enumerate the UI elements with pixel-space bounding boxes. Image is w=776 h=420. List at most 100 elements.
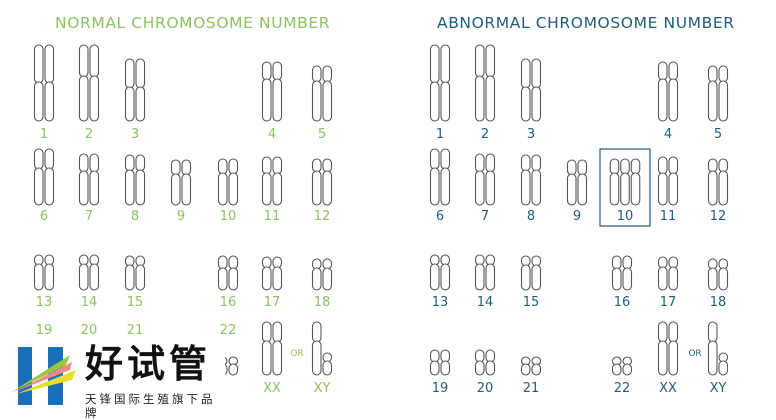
chromosome-label: 1: [40, 127, 48, 142]
chromosome-pair-2: 2: [474, 44, 496, 142]
chromosome-label: 18: [314, 295, 331, 310]
chromosome-12: [311, 158, 333, 206]
chromosome-6: [429, 148, 451, 206]
chromosome-16: [217, 255, 239, 291]
chromosome-13: [429, 254, 451, 291]
chromosome-label: XY: [710, 381, 727, 396]
chromosome-pair-7: 7: [78, 153, 100, 224]
chromosome-label: 14: [81, 295, 98, 310]
chromosome-label: 12: [314, 209, 331, 224]
chromosome-label: 22: [220, 323, 237, 338]
chromosome-pair-13: 13: [429, 254, 451, 310]
chromosome-pair-5: 5: [707, 65, 729, 142]
or-label: OR: [290, 349, 303, 359]
chromosome-pair-21: 21: [520, 356, 542, 396]
chromosome-pair-16: 16: [611, 255, 633, 310]
chromosome-label: 9: [177, 209, 185, 224]
chromosome-pair-15: 15: [124, 255, 146, 310]
chromosome-pair-11: 11: [261, 156, 283, 224]
chromosome-label: XX: [659, 381, 677, 396]
chromosome-label: 18: [710, 295, 727, 310]
chromosome-21: [520, 356, 542, 376]
chromosome-pair-12: 12: [707, 158, 729, 224]
chromosome-label: XY: [314, 381, 331, 396]
chromosome-9: [566, 159, 588, 206]
chromosome-pair-17: 17: [657, 256, 679, 310]
chromosome-pair-22: 22: [611, 356, 633, 396]
abnormal-panel-title: ABNORMAL CHROMOSOME NUMBER: [437, 14, 735, 32]
chromosome-3: [124, 58, 146, 122]
chromosome-label: 15: [523, 295, 540, 310]
chromosome-pair-4: 4: [261, 61, 283, 142]
chromosome-pair-10: 10: [217, 158, 239, 224]
chromosome-pair-XY: XY: [707, 321, 729, 396]
chromosome-11: [261, 156, 283, 206]
chromosome-8: [124, 154, 146, 206]
chromosome-label: 12: [710, 209, 727, 224]
trisomy-10: [609, 158, 641, 206]
chromosome-label: 11: [264, 209, 281, 224]
chromosome-4: [261, 61, 283, 122]
chromosome-pair-13: 13: [33, 254, 55, 310]
chromosome-label: 2: [85, 127, 93, 142]
chromosome-label: 14: [477, 295, 494, 310]
chromosome-label: 21: [127, 323, 144, 338]
brand-logo: 好试管 天锋国际生殖旗下品牌: [10, 340, 225, 420]
chromosome-9: [170, 159, 192, 206]
chromosome-6: [33, 148, 55, 206]
chromosome-x-pair: [657, 321, 679, 376]
chromosome-17: [261, 256, 283, 291]
chromosome-2: [474, 44, 496, 122]
normal-panel-title: NORMAL CHROMOSOME NUMBER: [55, 14, 331, 32]
chromosome-1: [33, 44, 55, 122]
chromosome-pair-9: 9: [170, 159, 192, 224]
chromosome-16: [611, 255, 633, 291]
chromosome-20: [474, 349, 496, 376]
chromosome-pair-8: 8: [520, 154, 542, 224]
chromosome-label: 7: [481, 209, 489, 224]
chromosome-label: 16: [614, 295, 631, 310]
chromosome-14: [78, 254, 100, 291]
chromosome-pair-1: 1: [33, 44, 55, 142]
chromosome-10: [217, 158, 239, 206]
chromosome-pair-17: 17: [261, 256, 283, 310]
chromosome-label: 7: [85, 209, 93, 224]
chromosome-label: 3: [527, 127, 535, 142]
chromosome-label: 22: [614, 381, 631, 396]
chromosome-label: 5: [714, 127, 722, 142]
chromosome-pair-XX: XX: [261, 321, 283, 396]
chromosome-11: [657, 156, 679, 206]
chromosome-pair-14: 14: [474, 254, 496, 310]
chromosome-pair-8: 8: [124, 154, 146, 224]
chromosome-pair-XY: XY: [311, 321, 333, 396]
chromosome-label: 20: [81, 323, 98, 338]
chromosome-label: 13: [432, 295, 449, 310]
chromosome-label: 21: [523, 381, 540, 396]
chromosome-5: [707, 65, 729, 122]
chromosome-15: [124, 255, 146, 291]
chromosome-label: 8: [527, 209, 535, 224]
highlight-box: [599, 148, 651, 227]
logo-mark-icon: [10, 347, 76, 405]
chromosome-x-pair: [261, 321, 283, 376]
chromosome-pair-2: 2: [78, 44, 100, 142]
chromosome-pair-7: 7: [474, 153, 496, 224]
chromosome-label: 6: [436, 209, 444, 224]
chromosome-label: 20: [477, 381, 494, 396]
chromosome-label: 10: [220, 209, 237, 224]
chromosome-8: [520, 154, 542, 206]
chromosome-label: XX: [263, 381, 281, 396]
chromosome-pair-18: 18: [707, 258, 729, 310]
chromosome-label: 4: [268, 127, 276, 142]
chromosome-label: 15: [127, 295, 144, 310]
chromosome-label: 17: [660, 295, 677, 310]
chromosome-pair-3: 3: [520, 58, 542, 142]
chromosome-pair-1: 1: [429, 44, 451, 142]
chromosome-label: 2: [481, 127, 489, 142]
chromosome-pair-XX: XX: [657, 321, 679, 396]
chromosome-12: [707, 158, 729, 206]
chromosome-label: 11: [660, 209, 677, 224]
chromosome-label: 9: [573, 209, 581, 224]
chromosome-label: 13: [36, 295, 53, 310]
